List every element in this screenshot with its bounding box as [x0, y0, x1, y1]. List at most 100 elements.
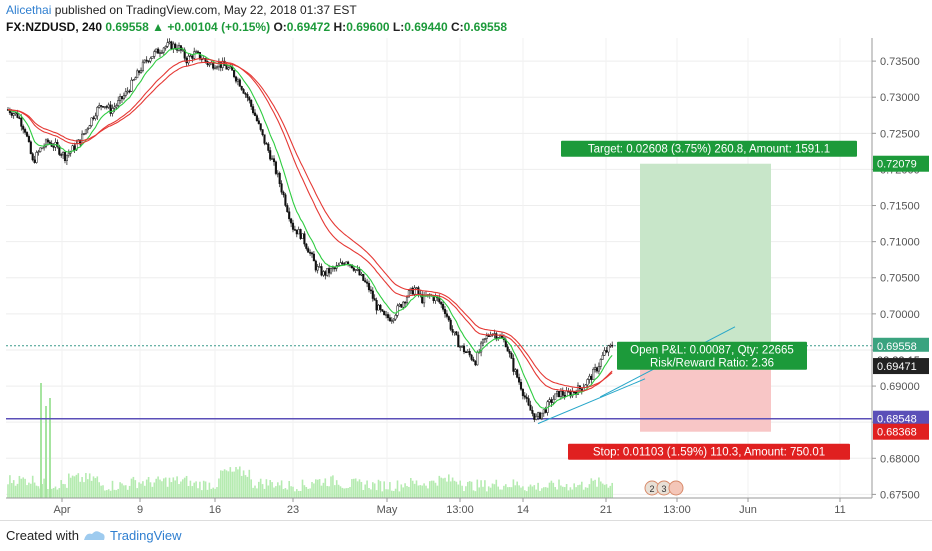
y-tick-label: 0.67500 [880, 489, 920, 501]
volume-bar [362, 489, 365, 498]
volume-bar [598, 477, 600, 498]
candle-body [413, 287, 416, 295]
candle-body [261, 129, 264, 135]
candle-body [466, 351, 469, 353]
candle-body [290, 218, 293, 224]
candle-body [489, 335, 492, 337]
change-value: +0.00104 (+0.15%) [167, 20, 271, 34]
volume-bar [301, 479, 304, 498]
volume-bar [163, 478, 165, 498]
symbol-label: FX:NZDUSD, 240 [6, 20, 103, 34]
author-link[interactable]: Alicethai [6, 3, 52, 17]
candle-body [193, 51, 196, 59]
volume-bar [556, 489, 558, 498]
candle-body [212, 62, 215, 69]
stop-label-text: Stop: 0.01103 (1.59%) 110.3, Amount: 750… [593, 447, 825, 459]
volume-bar [123, 485, 125, 498]
candle-body [24, 129, 27, 133]
volume-bar [24, 478, 26, 498]
volume-bar [185, 475, 188, 498]
candle-body [282, 191, 285, 196]
candle-body [299, 229, 302, 239]
volume-bar [522, 486, 524, 498]
position-label-text-0: Open P&L: 0.00087, Qty: 22665 [630, 345, 794, 357]
candle-body [242, 89, 245, 94]
candle-body [79, 139, 82, 145]
candle-body [214, 67, 217, 70]
candle-body [343, 263, 346, 265]
candle-body [122, 95, 125, 100]
volume-bar [212, 487, 214, 498]
volume-bar [482, 486, 484, 498]
volume-bar [35, 485, 38, 498]
volume-bar [197, 488, 199, 498]
volume-bar [505, 484, 507, 498]
volume-bar [233, 471, 235, 498]
volume-bar [516, 481, 518, 498]
candle-body [506, 346, 509, 352]
candle-body [52, 146, 55, 148]
candle-body [538, 412, 542, 419]
candle-body [293, 229, 296, 231]
candle-body [88, 125, 91, 129]
candle-body [84, 129, 87, 134]
ohlc-line: FX:NZDUSD, 240 0.69558 ▲ +0.00104 (+0.15… [6, 20, 507, 34]
volume-bar [501, 489, 503, 498]
volume-bar [330, 476, 332, 498]
volume-bar [347, 488, 349, 498]
candle-body [407, 290, 410, 298]
volume-bar [75, 474, 78, 498]
volume-bar [320, 485, 323, 498]
volume-bar [385, 489, 387, 498]
candle-body [157, 48, 160, 54]
target-label-text: Target: 0.02608 (3.75%) 260.8, Amount: 1… [588, 144, 830, 156]
volume-bar [104, 490, 106, 498]
y-tick-label: 0.70500 [880, 273, 920, 285]
candle-body [219, 62, 222, 68]
target-price-label-text: 0.72079 [877, 159, 917, 171]
candle-body [320, 266, 323, 276]
volume-bar [544, 487, 547, 498]
volume-bar [387, 489, 389, 498]
y-tick-label: 0.73000 [880, 92, 920, 104]
tradingview-logo-icon [84, 531, 105, 540]
volume-bar [605, 484, 608, 498]
candle-body [257, 120, 260, 124]
volume-bar [503, 485, 505, 498]
volume-bar [58, 488, 61, 498]
candle-body [120, 96, 124, 100]
candle-body [483, 338, 486, 340]
candle-body [252, 106, 255, 114]
candle-body [105, 106, 108, 108]
volume-bar [419, 485, 422, 498]
volume-bar [126, 489, 129, 498]
volume-bar [261, 484, 264, 498]
candle-body [364, 280, 367, 283]
tradingview-brand[interactable]: TradingView [110, 528, 182, 543]
volume-bar [159, 479, 161, 498]
volume-bar [571, 489, 574, 498]
volume-bar [242, 470, 245, 498]
volume-bar [296, 489, 298, 498]
ema-price-label-text: 0.69471 [877, 361, 917, 373]
volume-bar [125, 485, 127, 498]
volume-bar [590, 478, 593, 498]
candle-body [609, 344, 612, 347]
candle-body [14, 112, 17, 114]
price-chart[interactable]: Target: 0.02608 (3.75%) 260.8, Amount: 1… [0, 38, 932, 520]
volume-bar [246, 476, 249, 498]
volume-bar [227, 471, 230, 498]
candle-body [362, 273, 365, 281]
volume-bar [455, 481, 458, 498]
price-axis: 0.735000.730000.725000.720000.715000.710… [872, 56, 929, 501]
candle-body [204, 58, 207, 62]
candle-body [98, 105, 101, 108]
candle-body [248, 97, 251, 101]
candle-body [189, 55, 192, 58]
volume-bar [54, 486, 57, 498]
candle-body [174, 43, 177, 49]
candle-body [149, 58, 152, 62]
volume-bar [562, 486, 564, 498]
volume-bar [343, 488, 346, 498]
volume-bar [280, 480, 283, 498]
